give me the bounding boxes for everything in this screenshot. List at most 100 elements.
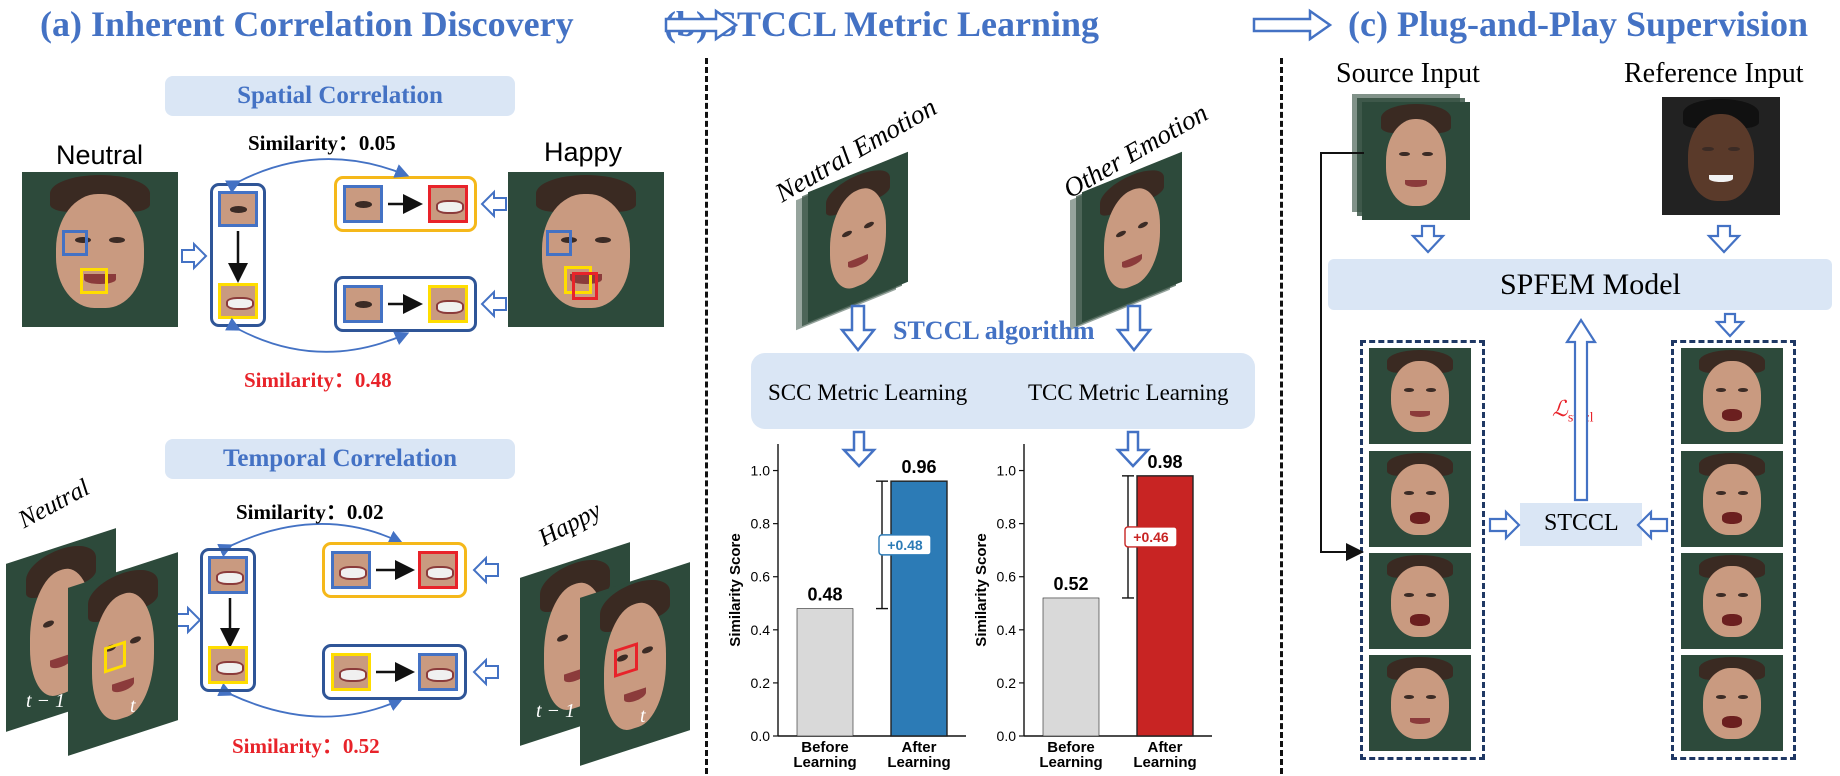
happy-t-minus-1-label: t − 1 (536, 700, 576, 722)
y-tick-label: 0.2 (997, 675, 1017, 691)
output-frame-4 (1681, 655, 1783, 751)
category-label: After (1147, 739, 1182, 756)
category-label: Learning (1039, 754, 1102, 770)
spatial-similarity-top: Similarity：0.05 (248, 131, 396, 155)
delta-badge (1124, 526, 1178, 548)
bar (1136, 475, 1194, 737)
neutral-face-image (22, 172, 178, 327)
temporal-correlation-title: Temporal Correlation (165, 439, 515, 479)
source-input-image (1362, 102, 1470, 220)
y-axis-label: Similarity Score (973, 533, 990, 646)
source-input-label: Source Input (1336, 58, 1480, 89)
tcc-metric-learning-label: TCC Metric Learning (1028, 380, 1229, 405)
y-tick-label: 0.8 (997, 516, 1017, 532)
temporal-pair-bottom (322, 644, 467, 700)
bar-value-label: 0.96 (901, 457, 936, 477)
source-frame-2 (1369, 451, 1471, 547)
category-label: Before (801, 739, 849, 756)
neutral-eye-box (62, 230, 88, 256)
category-label: Before (1047, 739, 1095, 756)
bar (890, 480, 948, 737)
neutral-t-label: t (130, 695, 136, 717)
temporal-bottom-crop-1 (331, 653, 371, 691)
temporal-bottom-crop-2 (418, 653, 458, 691)
loss-symbol: ℒ (1552, 396, 1568, 421)
source-frame-4 (1369, 655, 1471, 751)
panel-b-arrows (839, 304, 1153, 468)
spatial-top-mouth-crop (428, 185, 468, 223)
y-tick-label: 0.0 (751, 728, 771, 744)
temporal-top-crop-1 (331, 551, 371, 589)
y-tick-label: 0.2 (751, 675, 771, 691)
y-tick-label: 0.8 (751, 516, 771, 532)
delta-label: +0.46 (1133, 529, 1169, 545)
header-inherent-correlation: (a) Inherent Correlation Discovery (40, 4, 574, 44)
output-frames-group (1671, 340, 1796, 760)
arrow-a-to-b-icon (664, 8, 739, 42)
scc-metric-learning-label: SCC Metric Learning (768, 380, 968, 405)
spfem-model-box (1328, 259, 1832, 310)
category-label: Learning (1133, 754, 1196, 770)
spatial-bottom-mouth-crop (428, 285, 468, 323)
scc-similarity-chart: 0.0 0.2 0.4 0.6 0.8 1.0 Similarity Score 0.48 Be… (727, 444, 966, 770)
happy-mouth-box-red (572, 272, 598, 300)
temporal-similarity-top: Similarity：0.02 (236, 500, 384, 524)
bar-value-label: 0.98 (1147, 452, 1182, 472)
y-axis-label: Similarity Score (727, 533, 744, 646)
y-tick-label: 0.4 (751, 622, 771, 638)
temporal-pair-crop-2 (208, 646, 248, 684)
delta-label: +0.48 (887, 537, 923, 553)
y-tick-label: 0.6 (751, 569, 771, 585)
bar (796, 608, 854, 737)
temporal-neutral-pair (200, 548, 256, 692)
y-tick-label: 1.0 (751, 463, 771, 479)
neutral-label: Neutral (56, 140, 144, 170)
bar (1042, 597, 1100, 737)
bar-value-label: 0.52 (1053, 574, 1088, 594)
stccl-algorithm-label: STCCL algorithm (893, 316, 1095, 345)
temporal-pair-top (322, 542, 467, 598)
happy-mouth-box-yellow (564, 266, 592, 294)
spatial-neutral-mouth-crop (218, 283, 258, 319)
spatial-similarity-bottom: Similarity：0.48 (244, 368, 392, 392)
neutral-t-minus-1-label: t − 1 (26, 690, 66, 712)
happy-eye-box (546, 230, 572, 256)
spatial-correlation-title: Spatial Correlation (165, 76, 515, 116)
header-plug-and-play: (c) Plug-and-Play Supervision (1348, 4, 1809, 44)
category-label: Learning (793, 754, 856, 770)
happy-face-image (508, 172, 664, 327)
output-frame-2 (1681, 451, 1783, 547)
source-frame-3 (1369, 553, 1471, 649)
y-tick-label: 0.0 (997, 728, 1017, 744)
y-tick-label: 0.4 (997, 622, 1017, 638)
separator-a-b (705, 58, 708, 774)
y-tick-label: 1.0 (997, 463, 1017, 479)
arrow-b-to-c-icon (1252, 8, 1333, 42)
output-frame-1 (1681, 348, 1783, 444)
spatial-bottom-eye-crop (343, 285, 383, 323)
tcc-similarity-chart: 0.0 0.2 0.4 0.6 0.8 1.0 Similarity Score 0.52 Be… (973, 444, 1212, 770)
category-label: Learning (887, 754, 950, 770)
reference-input-label: Reference Input (1624, 58, 1804, 89)
spatial-neutral-eye-crop (218, 191, 258, 227)
temporal-similarity-bottom: Similarity：0.52 (232, 734, 380, 758)
panel-a-connectors (175, 158, 507, 718)
output-frame-3 (1681, 553, 1783, 649)
reference-input-image (1662, 97, 1780, 215)
source-frame-1 (1369, 348, 1471, 444)
temporal-pair-crop-1 (208, 556, 248, 594)
neutral-mouth-box (80, 268, 108, 294)
header-arrows (664, 8, 1333, 42)
y-tick-label: 0.6 (997, 569, 1017, 585)
temporal-top-crop-2 (418, 551, 458, 589)
stccl-label: STCCL (1544, 510, 1619, 536)
delta-badge (878, 534, 932, 556)
happy-label: Happy (544, 137, 623, 167)
happy-t-label: t (640, 705, 646, 727)
stccl-box (1520, 503, 1642, 546)
bar-value-label: 0.48 (807, 585, 842, 605)
category-label: After (901, 739, 936, 756)
metric-learning-box (751, 353, 1255, 429)
panel-c-arrows (1320, 152, 1746, 561)
spfem-model-label: SPFEM Model (1500, 268, 1681, 301)
